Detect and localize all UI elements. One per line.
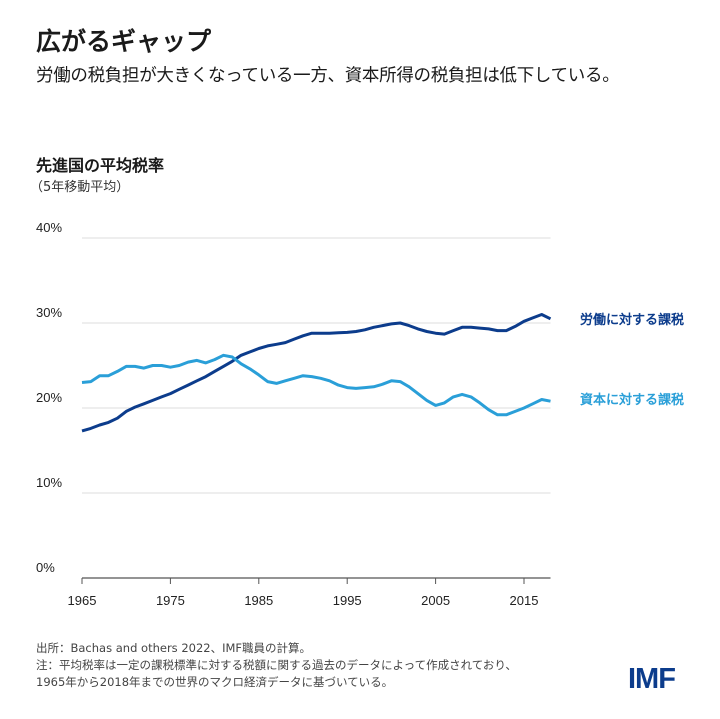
x-tick-label: 1985	[244, 593, 273, 608]
chart-subtitle: （5年移動平均）	[30, 180, 130, 195]
y-tick-label: 0%	[36, 560, 55, 575]
series-label-labor: 労働に対する課税	[580, 312, 684, 328]
y-tick-label: 10%	[36, 475, 62, 490]
chart-title: 先進国の平均税率	[36, 156, 165, 175]
footnote-line-1: 注：平均税率は一定の課税標準に対する税額に関する過去のデータによって作成されてお…	[36, 658, 517, 672]
y-tick-label: 20%	[36, 390, 62, 405]
source-note: 出所：Bachas and others 2022、IMF職員の計算。	[36, 641, 312, 655]
x-tick-label: 2005	[421, 593, 450, 608]
page-title: 広がるギャップ	[36, 27, 212, 56]
imf-logo: IMF	[628, 663, 676, 695]
series-label-capital: 資本に対する課税	[580, 392, 684, 408]
y-tick-label: 40%	[36, 220, 62, 235]
x-tick-label: 2015	[510, 593, 539, 608]
page-subtitle: 労働の税負担が大きくなっている一方、資本所得の税負担は低下している。	[36, 66, 620, 86]
x-tick-label: 1975	[156, 593, 185, 608]
x-tick-label: 1965	[68, 593, 97, 608]
series-line-capital	[81, 353, 551, 417]
series-line-labor	[81, 313, 552, 433]
y-tick-label: 30%	[36, 305, 62, 320]
x-tick-label: 1995	[333, 593, 362, 608]
footnote-line-2: 1965年から2018年までの世界のマクロ経済データに基づいている。	[36, 675, 394, 689]
